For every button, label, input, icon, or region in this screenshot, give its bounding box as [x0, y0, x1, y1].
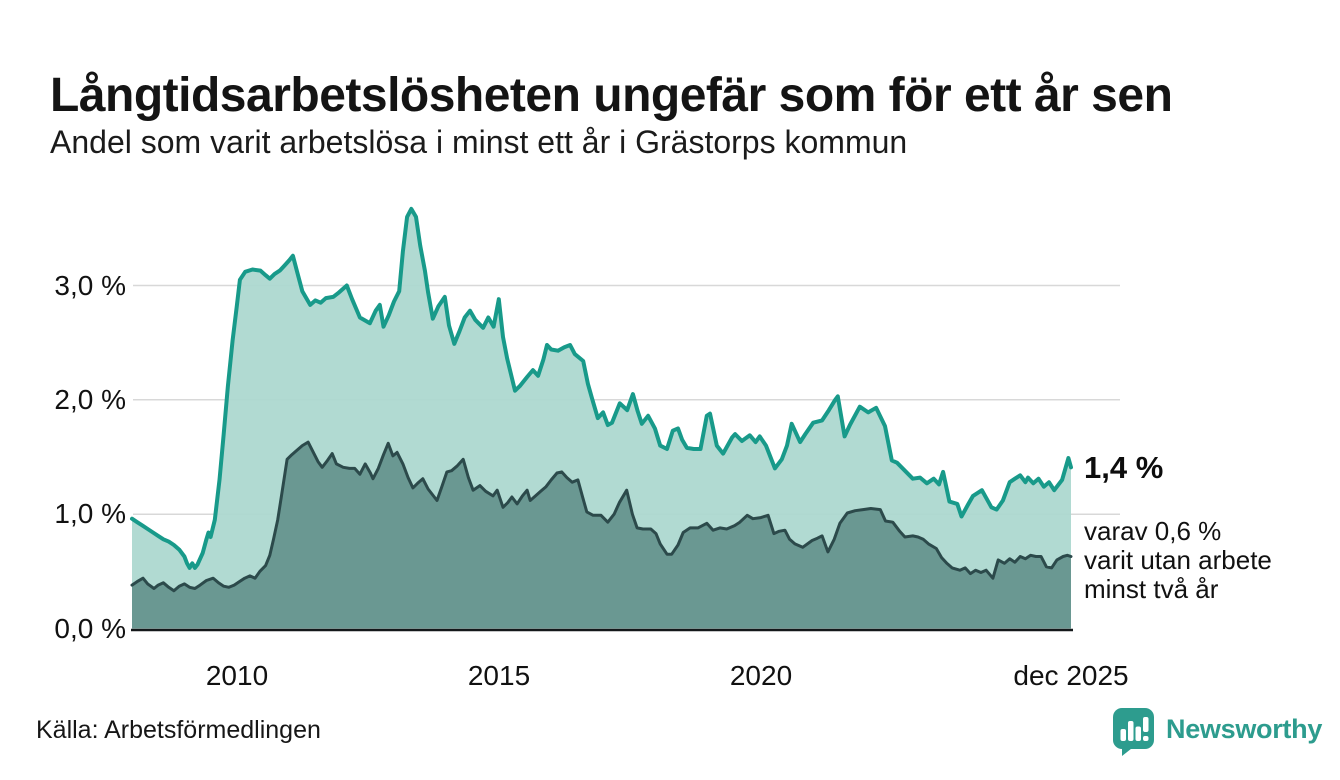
- source-label: Källa: Arbetsförmedlingen: [36, 716, 321, 744]
- x-tick-label: 2010: [205, 660, 269, 691]
- min-two-years-area: [132, 442, 1071, 629]
- latest-total-value-label: 1,4 %: [1084, 450, 1164, 485]
- annotation-line: minst två år: [1084, 574, 1219, 604]
- newsworthy-bubble-chart-icon: [1113, 708, 1154, 756]
- y-tick-label: 3,0 %: [54, 269, 126, 301]
- y-tick-label: 1,0 %: [54, 498, 126, 530]
- x-tick-label: 2015: [467, 660, 531, 691]
- chart-subtitle: Andel som varit arbetslösa i minst ett å…: [50, 124, 908, 160]
- secondary-value-annotation: varav 0,6 % varit utan arbete minst två …: [1084, 517, 1272, 604]
- newsworthy-wordmark: Newsworthy: [1166, 714, 1323, 744]
- y-tick-label: 2,0 %: [54, 383, 126, 415]
- min-two-years-line: [130, 440, 1073, 593]
- total-min-one-year-line: [130, 206, 1073, 570]
- x-tick-label: 2020: [729, 660, 793, 691]
- annotation-line: varit utan arbete: [1084, 545, 1272, 575]
- x-tick-label: dec 2025: [1013, 660, 1129, 691]
- page-title: Långtidsarbetslösheten ungefär som för e…: [50, 69, 1173, 123]
- newsworthy-logo: Newsworthy: [1112, 707, 1322, 757]
- y-tick-label: 0,0 %: [54, 612, 126, 644]
- annotation-line: varav 0,6 %: [1084, 516, 1222, 546]
